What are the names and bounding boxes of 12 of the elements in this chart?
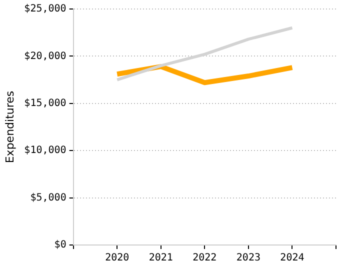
y-tick-label: $5,000	[30, 192, 66, 204]
x-tick-label: 2021	[148, 252, 173, 264]
y-tick-label: $20,000	[24, 50, 66, 62]
x-tick-label: 2024	[280, 252, 304, 264]
x-tick-label: 2022	[192, 252, 217, 264]
y-tick-label: $15,000	[24, 98, 66, 109]
x-tick-label: 2020	[105, 252, 130, 264]
y-tick-label: $0	[54, 240, 66, 251]
x-tick-label: 2023	[236, 252, 260, 264]
y-tick-label: $10,000	[24, 145, 66, 156]
y-tick-label: $25,000	[24, 4, 66, 15]
y-axis-title: Expenditures	[3, 90, 16, 164]
